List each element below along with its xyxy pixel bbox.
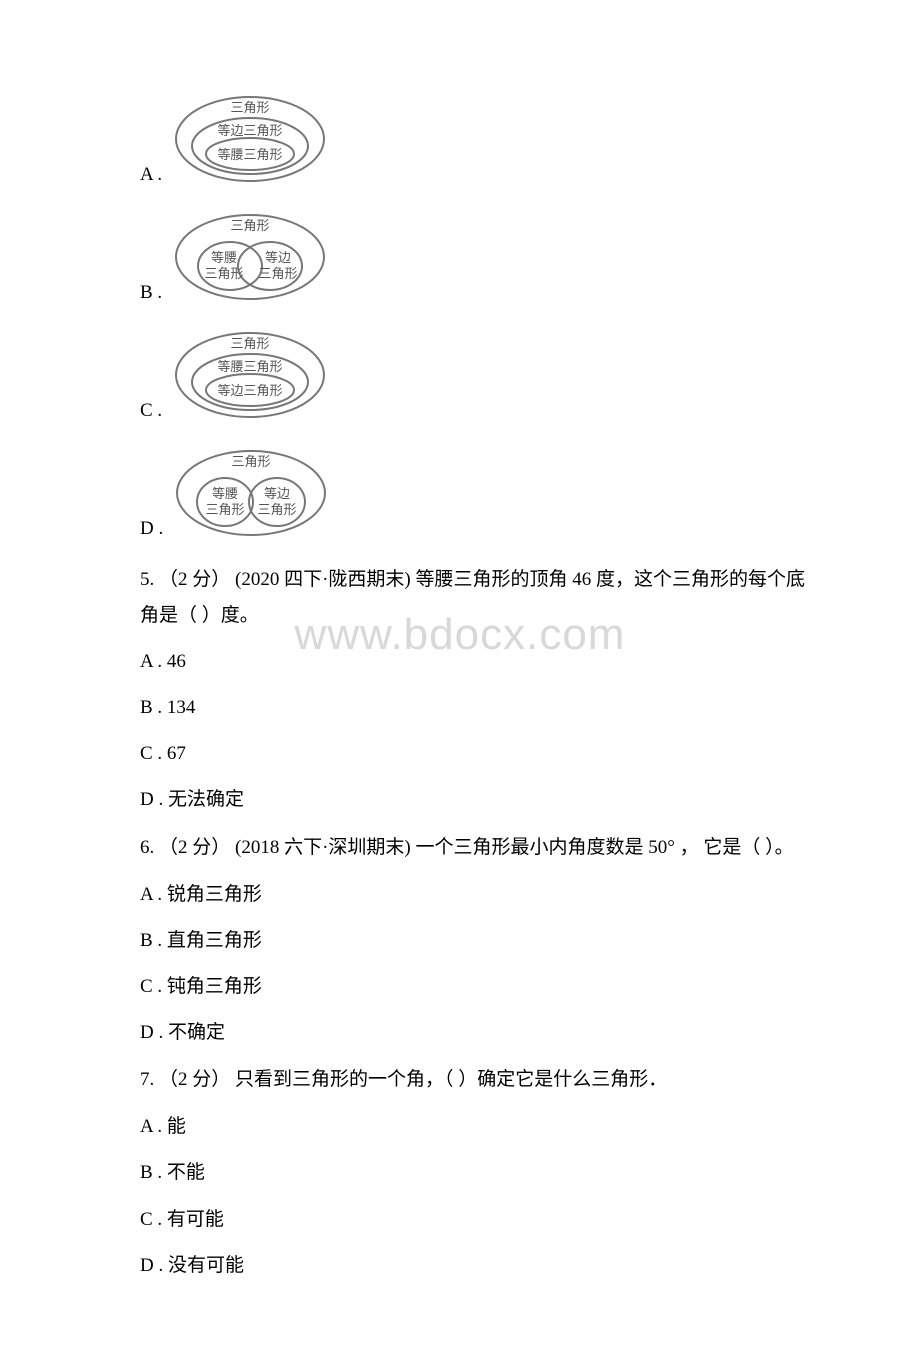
q7-option-d: D . 没有可能 — [140, 1248, 820, 1284]
diagram-c-inner-text: 等边三角形 — [218, 383, 283, 398]
option-d-letter: D . — [140, 518, 163, 544]
option-b-row: B . 三角形 等腰 三角形 等边 三角形 — [140, 208, 820, 308]
option-a-row: A . 三角形 等边三角形 等腰三角形 — [140, 90, 820, 190]
question-6-text: 6. （2 分） (2018 六下·深圳期末) 一个三角形最小内角度数是 50°… — [140, 831, 820, 865]
q6-option-b: B . 直角三角形 — [140, 923, 820, 959]
q5-option-d: D . 无法确定 — [140, 782, 820, 818]
q6-option-a: A . 锐角三角形 — [140, 877, 820, 913]
diagram-d-right-bottom: 三角形 — [258, 502, 297, 517]
question-7-text: 7. （2 分） 只看到三角形的一个角，（ ）确定它是什么三角形． — [140, 1063, 820, 1097]
diagram-c-middle-text: 等腰三角形 — [218, 359, 283, 374]
option-a-letter: A . — [140, 164, 162, 190]
diagram-d-outer-text: 三角形 — [232, 454, 271, 469]
question-5-text: 5. （2 分） (2020 四下·陇西期末) 等腰三角形的顶角 46 度，这个… — [140, 562, 820, 634]
q6-option-d: D . 不确定 — [140, 1015, 820, 1051]
q7-option-b: B . 不能 — [140, 1155, 820, 1191]
diagram-b-left-bottom: 三角形 — [205, 266, 244, 281]
diagram-a-outer-text: 三角形 — [231, 100, 270, 115]
diagram-b-right-bottom: 三角形 — [259, 266, 298, 281]
q7-option-c: C . 有可能 — [140, 1202, 820, 1238]
option-c-row: C . 三角形 等腰三角形 等边三角形 — [140, 326, 820, 426]
option-d-row: D . 三角形 等腰 三角形 等边 三角形 — [140, 444, 820, 544]
diagram-d-right-top: 等边 — [264, 486, 290, 501]
q7-option-a: A . 能 — [140, 1109, 820, 1145]
diagram-b-left-top: 等腰 — [211, 250, 237, 265]
q6-option-c: C . 钝角三角形 — [140, 969, 820, 1005]
diagram-a-inner-text: 等腰三角形 — [218, 147, 283, 162]
document-content: A . 三角形 等边三角形 等腰三角形 B . 三角形 等腰 三角形 等边 — [100, 90, 820, 1284]
diagram-c-outer-text: 三角形 — [231, 336, 270, 351]
diagram-a-middle-text: 等边三角形 — [218, 123, 283, 138]
diagram-d-left-bottom: 三角形 — [206, 502, 245, 517]
option-d-diagram: 三角形 等腰 三角形 等边 三角形 — [171, 444, 331, 544]
diagram-d-left-top: 等腰 — [212, 486, 238, 501]
diagram-b-right-top: 等边 — [265, 250, 291, 265]
option-c-diagram: 三角形 等腰三角形 等边三角形 — [170, 326, 330, 426]
diagram-b-outer-text: 三角形 — [231, 218, 270, 233]
q5-option-c: C . 67 — [140, 736, 820, 772]
question-5: 5. （2 分） (2020 四下·陇西期末) 等腰三角形的顶角 46 度，这个… — [100, 562, 820, 634]
q5-option-b: B . 134 — [140, 690, 820, 726]
option-c-letter: C . — [140, 400, 162, 426]
option-b-letter: B . — [140, 282, 162, 308]
q5-option-a: A . 46 — [140, 644, 820, 680]
option-b-diagram: 三角形 等腰 三角形 等边 三角形 — [170, 208, 330, 308]
option-a-diagram: 三角形 等边三角形 等腰三角形 — [170, 90, 330, 190]
